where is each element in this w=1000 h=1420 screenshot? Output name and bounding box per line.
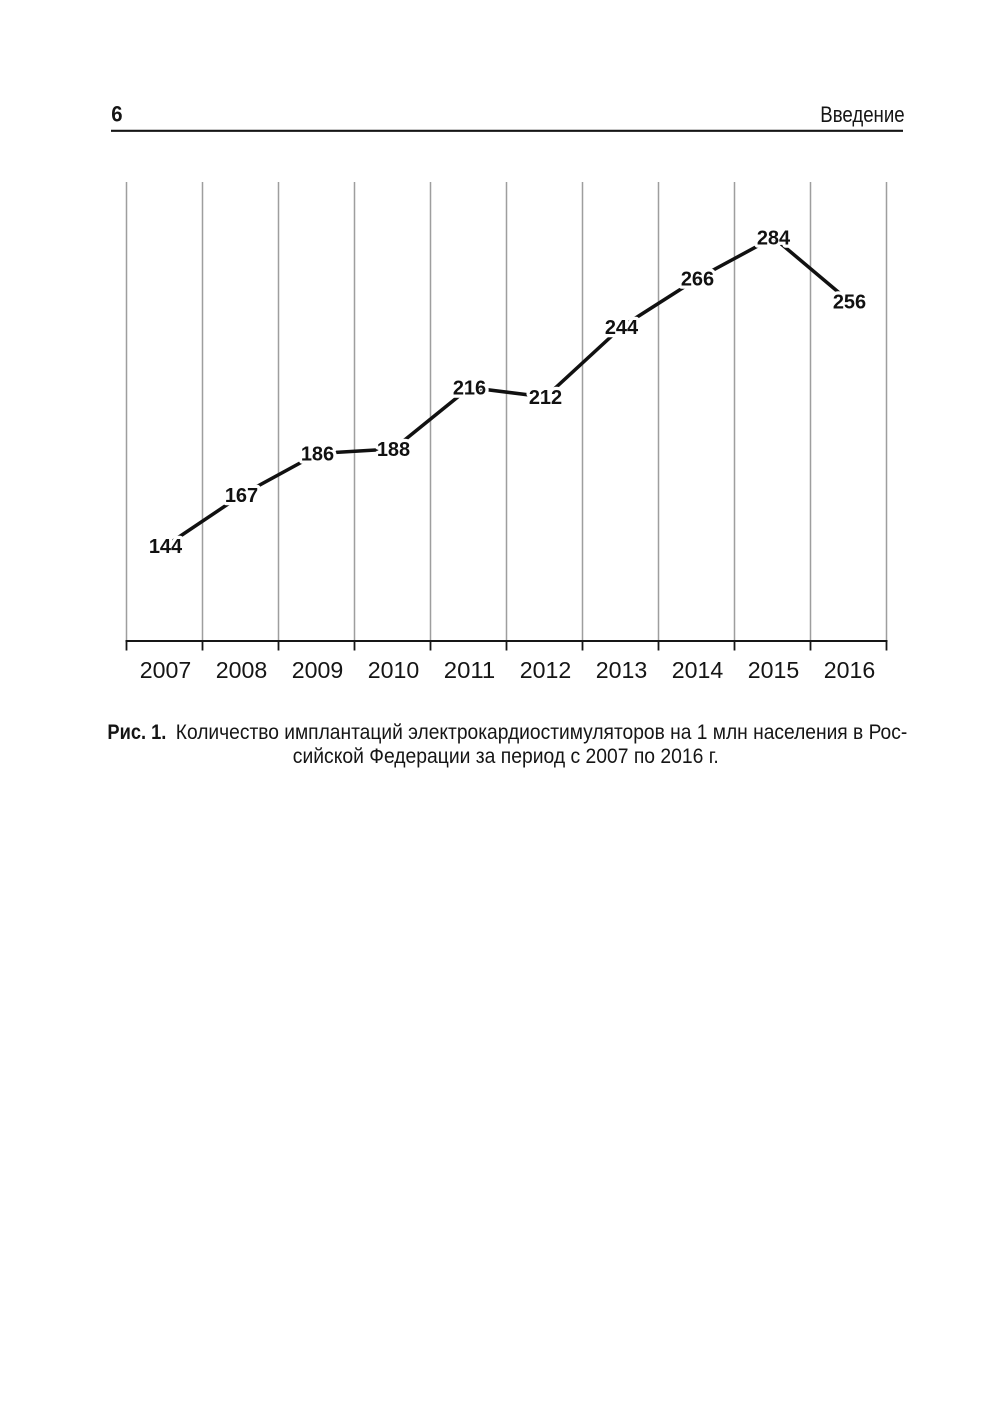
svg-text:144: 144 — [149, 536, 183, 558]
svg-text:186: 186 — [301, 444, 334, 466]
svg-text:2012: 2012 — [520, 657, 572, 683]
svg-text:244: 244 — [605, 317, 639, 339]
svg-text:2010: 2010 — [368, 657, 420, 683]
svg-text:Рис. 1.: Рис. 1. — [107, 721, 166, 744]
svg-text:188: 188 — [377, 439, 410, 461]
svg-text:2015: 2015 — [748, 657, 800, 683]
svg-text:2016: 2016 — [824, 657, 876, 683]
svg-text:2014: 2014 — [672, 657, 724, 683]
svg-text:2011: 2011 — [444, 657, 496, 683]
svg-text:Количество имплантаций электро: Количество имплантаций электрокардиостим… — [176, 721, 908, 744]
svg-text:216: 216 — [453, 378, 486, 400]
svg-text:2013: 2013 — [596, 657, 648, 683]
svg-text:266: 266 — [681, 269, 714, 291]
svg-text:212: 212 — [529, 387, 562, 409]
svg-text:167: 167 — [225, 485, 258, 507]
svg-text:256: 256 — [833, 292, 866, 314]
svg-text:2009: 2009 — [292, 657, 344, 683]
svg-text:6: 6 — [111, 102, 122, 127]
svg-text:2007: 2007 — [140, 657, 192, 683]
svg-text:сийской Федерации за период с: сийской Федерации за период с 2007 по 20… — [293, 745, 719, 768]
svg-text:2008: 2008 — [216, 657, 268, 683]
svg-text:284: 284 — [757, 228, 791, 250]
svg-text:Введение: Введение — [820, 102, 904, 127]
